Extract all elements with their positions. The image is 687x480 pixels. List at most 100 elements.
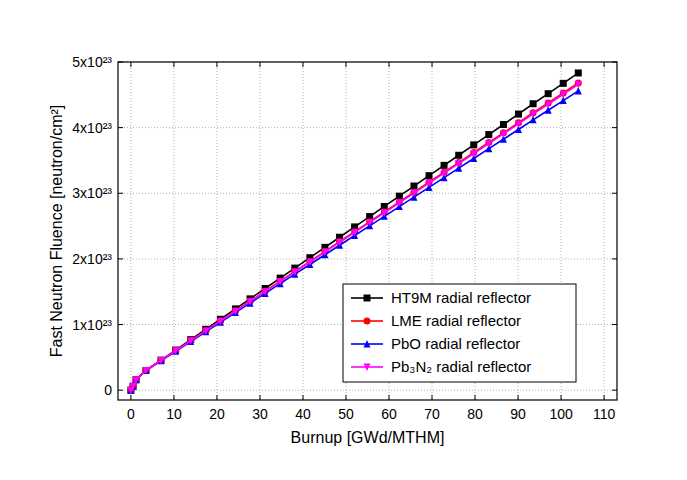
- legend-label: LME radial reflector: [391, 312, 521, 329]
- grid-line: [302, 62, 303, 400]
- data-point: [426, 172, 433, 179]
- legend-marker: [364, 295, 371, 302]
- tick: [475, 62, 476, 67]
- data-point: [336, 239, 343, 247]
- legend-label: Pb₃N₂ radial reflector: [391, 358, 531, 375]
- data-point: [396, 199, 403, 207]
- data-point: [172, 347, 179, 355]
- y-tick-label: 1x10²³: [72, 317, 112, 333]
- data-point: [500, 130, 507, 138]
- tick: [216, 62, 217, 67]
- data-point: [575, 69, 582, 76]
- data-point: [172, 347, 179, 355]
- data-point: [515, 120, 522, 128]
- grid-line: [118, 193, 617, 194]
- x-tick-label: 20: [209, 406, 225, 422]
- chart: 010203040506070809010011001x10²³2x10²³3x…: [0, 0, 687, 480]
- data-point: [560, 91, 567, 99]
- y-tick-label: 0: [104, 382, 112, 398]
- grid-line: [130, 62, 131, 400]
- tick: [612, 324, 617, 325]
- series-line: [131, 91, 578, 390]
- data-point: [366, 219, 373, 227]
- tick: [432, 395, 433, 400]
- tick: [345, 62, 346, 67]
- x-tick-label: 10: [166, 406, 182, 422]
- data-point: [262, 288, 269, 296]
- data-point: [133, 376, 140, 383]
- tick: [118, 390, 123, 391]
- y-tick-label: 5x10²³: [72, 54, 112, 70]
- grid-line: [216, 62, 217, 400]
- x-tick-label: 100: [549, 406, 573, 422]
- data-point: [441, 162, 448, 169]
- data-point: [291, 268, 298, 276]
- data-point: [545, 101, 552, 109]
- x-tick-label: 80: [467, 406, 483, 422]
- tick: [518, 62, 519, 67]
- data-point: [515, 111, 522, 118]
- x-tick-label: 90: [510, 406, 526, 422]
- tick: [216, 395, 217, 400]
- grid-line: [259, 62, 260, 400]
- x-tick-label: 30: [252, 406, 268, 422]
- x-tick-label: 50: [338, 406, 354, 422]
- data-point: [351, 229, 358, 237]
- x-tick-label: 60: [381, 406, 397, 422]
- tick: [612, 258, 617, 259]
- data-point: [133, 376, 140, 383]
- tick: [259, 395, 260, 400]
- data-point: [470, 150, 477, 158]
- legend-box: [343, 284, 576, 382]
- data-point: [158, 357, 165, 365]
- tick: [432, 62, 433, 67]
- tick: [475, 395, 476, 400]
- data-point: [133, 376, 140, 384]
- data-point: [158, 357, 165, 365]
- tick: [173, 62, 174, 67]
- tick: [302, 62, 303, 67]
- plot-area: [127, 69, 581, 394]
- data-point: [500, 121, 507, 128]
- x-axis-label: Burnup [GWd/MTHM]: [291, 429, 445, 446]
- legend-label: HT9M radial reflector: [391, 289, 531, 306]
- y-tick-label: 3x10²³: [72, 185, 112, 201]
- y-tick-label: 4x10²³: [72, 120, 112, 136]
- data-point: [217, 318, 224, 326]
- data-point: [426, 180, 433, 188]
- data-point: [530, 100, 537, 107]
- tick: [259, 62, 260, 67]
- plot-frame: [118, 62, 617, 400]
- data-point: [470, 141, 477, 148]
- data-point: [187, 337, 194, 345]
- data-point: [441, 170, 448, 178]
- grid-line: [604, 62, 605, 400]
- tick: [130, 62, 131, 67]
- x-tick-label: 40: [295, 406, 311, 422]
- tick: [561, 62, 562, 67]
- tick: [604, 62, 605, 67]
- data-point: [485, 140, 492, 148]
- data-point: [530, 110, 537, 118]
- data-point: [232, 308, 239, 316]
- tick: [389, 395, 390, 400]
- y-tick-label: 2x10²³: [72, 251, 112, 267]
- tick: [612, 390, 617, 391]
- data-point: [187, 338, 194, 346]
- data-point: [410, 183, 417, 190]
- tick: [612, 127, 617, 128]
- data-point: [321, 249, 328, 257]
- background: [0, 0, 687, 480]
- legend-marker: [364, 364, 371, 372]
- y-axis-label: Fast Neutron Fluence [neutron/cm²]: [48, 105, 65, 358]
- data-point: [133, 376, 140, 384]
- legend-marker: [364, 318, 371, 325]
- data-point: [545, 90, 552, 97]
- data-point: [142, 367, 149, 375]
- series-line: [131, 83, 578, 390]
- x-tick-label: 70: [424, 406, 440, 422]
- legend: HT9M radial reflector LME radial reflecto…: [343, 284, 576, 382]
- grid-line: [118, 258, 617, 259]
- tick: [345, 395, 346, 400]
- data-point: [202, 327, 209, 335]
